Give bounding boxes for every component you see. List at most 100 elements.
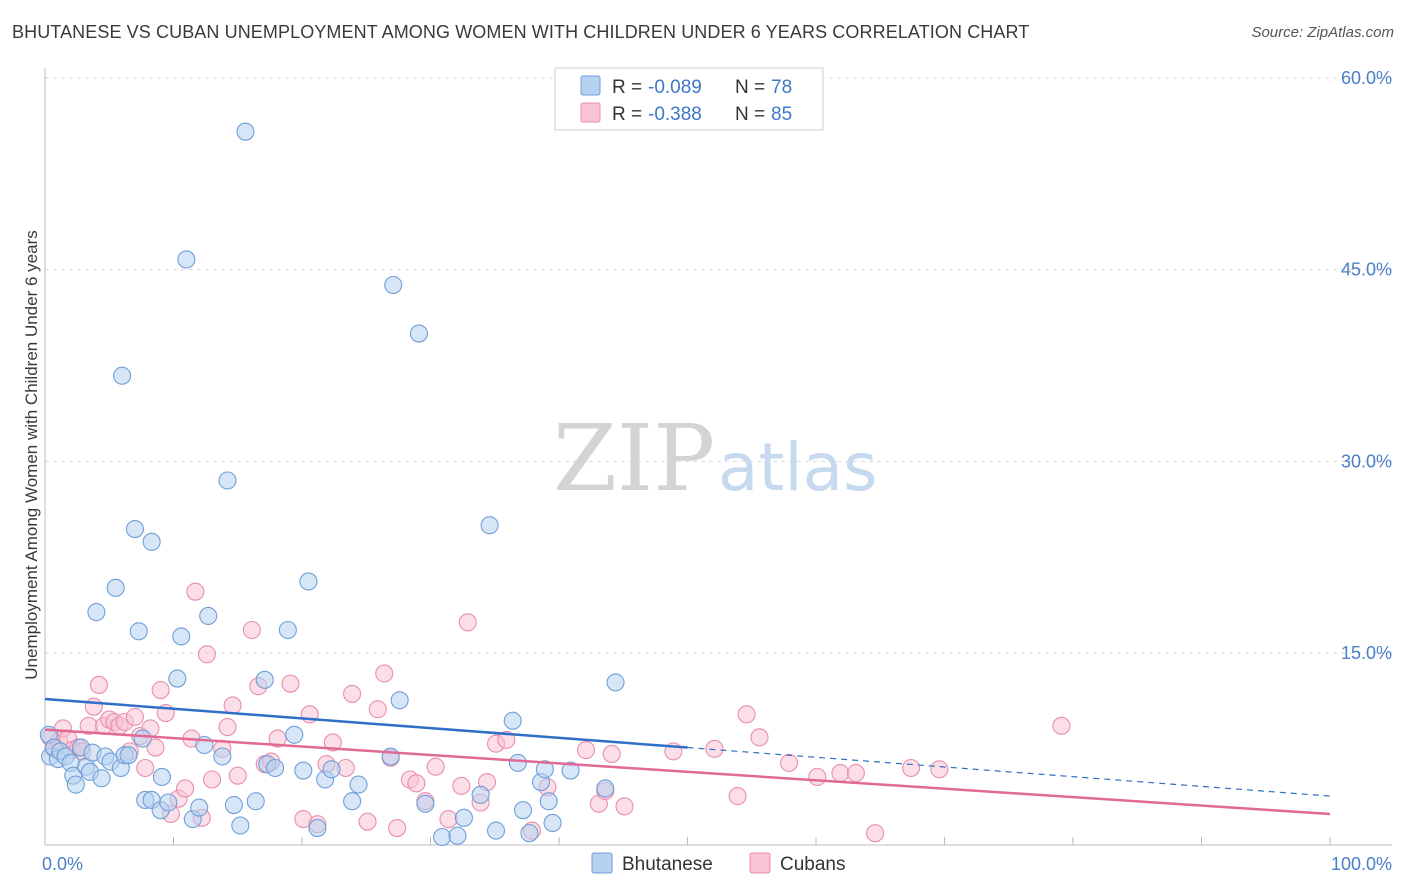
source-label: Source: ZipAtlas.com <box>1251 24 1394 41</box>
y-axis-label: Unemployment Among Women with Children U… <box>22 230 41 679</box>
point-bhutanese-70 <box>520 824 539 843</box>
point-bhutanese-32 <box>172 627 191 646</box>
point-cubans-40 <box>268 729 287 748</box>
point-bhutanese-8 <box>66 775 85 794</box>
point-bhutanese-40 <box>224 796 243 815</box>
trend-line-bhutanese-extension <box>687 746 1331 797</box>
point-bhutanese-68 <box>508 753 527 772</box>
point-bhutanese-62 <box>448 826 467 845</box>
point-bhutanese-64 <box>471 785 490 804</box>
point-cubans-82 <box>902 758 921 778</box>
point-cubans-55 <box>407 774 426 793</box>
point-bhutanese-37 <box>199 606 218 625</box>
bottom-legend-label-cubans: Cubans <box>780 854 846 875</box>
point-bhutanese-35 <box>190 798 209 817</box>
y-tick-label-1: 30.0% <box>1341 451 1392 471</box>
legend-r-label-2: R = <box>612 104 642 125</box>
point-cubans-31 <box>203 770 222 789</box>
point-bhutanese-43 <box>246 792 265 811</box>
point-bhutanese-75 <box>561 761 580 780</box>
point-bhutanese-30 <box>159 793 178 812</box>
point-bhutanese-14 <box>92 769 111 788</box>
axes <box>44 68 1392 846</box>
legend-swatch-bhutanese <box>580 75 601 96</box>
bottom-legend: Bhutanese Cubans <box>591 852 846 875</box>
point-bhutanese-39 <box>218 471 237 490</box>
point-cubans-35 <box>228 766 247 785</box>
point-cubans-36 <box>242 620 261 640</box>
point-cubans-79 <box>831 764 850 783</box>
point-bhutanese-53 <box>322 760 341 779</box>
y-tick-label-0: 15.0% <box>1341 643 1392 663</box>
point-bhutanese-48 <box>285 725 304 744</box>
x-tick-label-1: 100.0% <box>1331 854 1392 874</box>
point-cubans-50 <box>368 700 387 719</box>
point-cubans-78 <box>808 767 827 786</box>
point-cubans-21 <box>146 738 165 757</box>
point-bhutanese-73 <box>539 792 558 811</box>
point-cubans-33 <box>218 718 237 737</box>
point-cubans-22 <box>151 681 170 700</box>
point-bhutanese-59 <box>409 324 428 343</box>
y-tick-label-3: 60.0% <box>1341 68 1392 88</box>
point-cubans-26 <box>176 779 195 798</box>
legend-r-value-2: -0.388 <box>648 104 702 125</box>
point-cubans-77 <box>779 753 799 772</box>
point-bhutanese-60 <box>416 794 435 813</box>
point-bhutanese-17 <box>106 578 125 597</box>
point-bhutanese-47 <box>278 620 297 640</box>
point-cubans-51 <box>375 664 394 683</box>
point-bhutanese-67 <box>503 711 522 730</box>
point-bhutanese-65 <box>480 516 499 535</box>
legend-r-value-1: -0.089 <box>648 77 702 98</box>
trend-lines <box>44 697 1331 816</box>
point-bhutanese-77 <box>606 673 625 692</box>
point-bhutanese-66 <box>486 821 506 840</box>
y-tick-labels: 15.0% 30.0% 45.0% 60.0% <box>1341 68 1392 663</box>
watermark-zip: ZIP <box>553 405 715 512</box>
point-bhutanese-19 <box>113 366 132 385</box>
point-cubans-84 <box>1052 716 1071 735</box>
point-bhutanese-76 <box>596 779 615 798</box>
point-cubans-30 <box>197 645 216 664</box>
point-bhutanese-50 <box>299 572 318 591</box>
legend-n-label-1: N = <box>735 77 765 98</box>
point-cubans-53 <box>388 819 407 838</box>
legend-r-label-1: R = <box>612 77 642 98</box>
point-bhutanese-42 <box>236 122 255 141</box>
point-bhutanese-49 <box>294 761 313 780</box>
legend: R = -0.089 N = 78 R = -0.388 N = 85 <box>554 67 824 131</box>
point-bhutanese-54 <box>343 792 362 811</box>
point-cubans-67 <box>576 741 596 760</box>
point-bhutanese-21 <box>119 746 138 765</box>
point-cubans-73 <box>705 739 724 758</box>
point-cubans-81 <box>866 824 885 843</box>
point-cubans-64 <box>497 730 516 749</box>
point-cubans-46 <box>323 733 342 752</box>
point-cubans-49 <box>358 812 377 831</box>
point-bhutanese-13 <box>87 603 106 622</box>
point-cubans-57 <box>426 757 445 776</box>
point-cubans-74 <box>728 787 747 806</box>
data-points <box>39 122 1071 847</box>
point-cubans-28 <box>186 582 205 601</box>
point-cubans-83 <box>930 760 949 779</box>
point-bhutanese-63 <box>454 808 473 827</box>
point-cubans-34 <box>223 696 242 715</box>
bottom-legend-swatch-cubans <box>749 852 771 874</box>
point-bhutanese-51 <box>308 819 327 838</box>
bottom-legend-swatch-bhutanese <box>591 852 613 874</box>
point-cubans-17 <box>125 707 144 726</box>
point-bhutanese-74 <box>543 813 562 832</box>
x-tick-labels: 0.0% 100.0% <box>42 854 1392 874</box>
point-bhutanese-41 <box>231 816 250 835</box>
bottom-legend-label-bhutanese: Bhutanese <box>622 854 713 875</box>
point-bhutanese-46 <box>265 758 285 778</box>
point-bhutanese-72 <box>535 760 554 779</box>
point-cubans-58 <box>439 810 458 829</box>
trend-line-cubans <box>44 728 1331 816</box>
y-tick-label-2: 45.0% <box>1341 260 1392 280</box>
point-bhutanese-29 <box>152 767 171 786</box>
point-cubans-75 <box>737 705 756 724</box>
